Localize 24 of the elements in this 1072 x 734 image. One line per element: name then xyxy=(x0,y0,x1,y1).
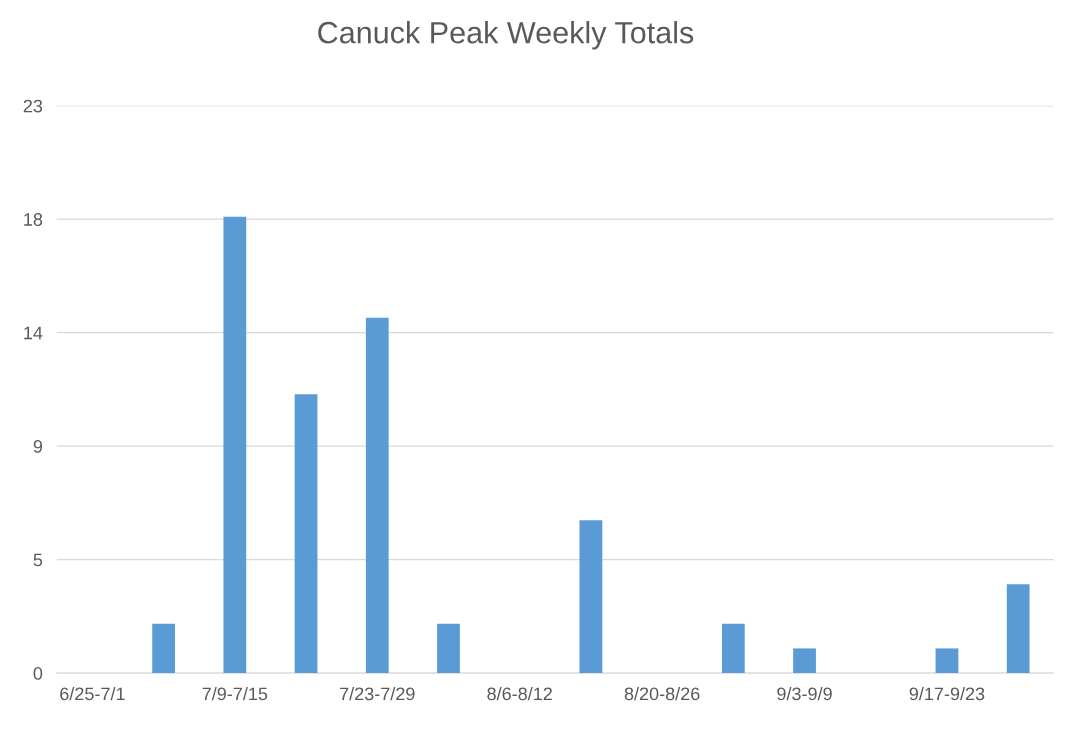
y-tick-label: 18 xyxy=(24,213,43,226)
bar xyxy=(365,317,389,674)
x-tick-label: 7/23-7/29 xyxy=(340,686,415,701)
bar xyxy=(223,216,247,674)
x-tick-label: 9/17-9/23 xyxy=(909,686,985,701)
chart-title: Canuck Peak Weekly Totals xyxy=(318,21,694,50)
bar xyxy=(935,648,959,674)
bar xyxy=(1006,584,1030,674)
y-tick-label: 23 xyxy=(23,99,43,113)
y-tick-label: 5 xyxy=(33,553,43,567)
y-tick-label: 0 xyxy=(33,667,43,680)
x-tick-label: 8/20-8/26 xyxy=(624,686,700,701)
bar xyxy=(437,623,460,674)
bar xyxy=(721,623,745,674)
bar xyxy=(152,623,176,674)
x-tick-label: 8/6-8/12 xyxy=(487,686,552,701)
x-tick-label: 9/3-9/9 xyxy=(777,686,832,701)
bar xyxy=(294,394,318,674)
bar xyxy=(579,520,603,674)
x-tick-label: 7/9-7/15 xyxy=(202,686,268,701)
y-tick-label: 14 xyxy=(24,326,43,340)
bar xyxy=(793,648,816,674)
y-tick-label: 9 xyxy=(33,440,43,453)
x-tick-label: 6/25-7/1 xyxy=(60,686,125,701)
